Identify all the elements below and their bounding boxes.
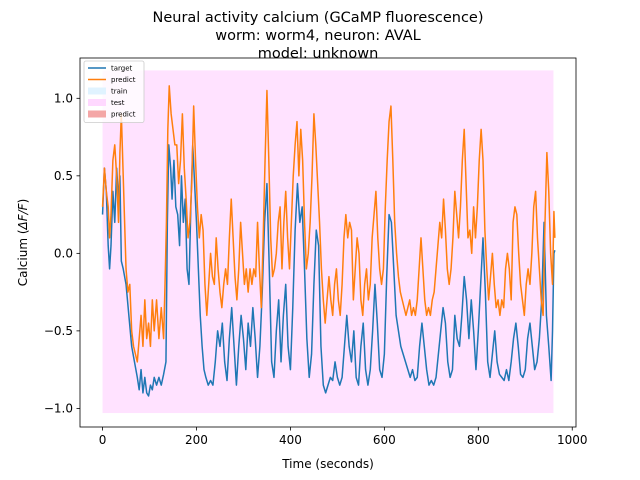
legend-label-target: target (111, 65, 133, 73)
legend-label-test: test (111, 99, 125, 107)
y-tick-label: 0.0 (54, 246, 73, 260)
test-region (102, 70, 554, 414)
series-predict-line (101, 85, 556, 363)
x-tick-label: 200 (185, 433, 208, 447)
y-tick-label: 1.0 (54, 91, 73, 105)
legend-swatch-test (88, 99, 106, 106)
x-tick-label: 800 (467, 433, 490, 447)
series-target-line (101, 144, 556, 397)
title-line-1: worm: worm4, neuron: AVAL (215, 28, 421, 44)
y-tick-label: 0.5 (54, 169, 73, 183)
x-axis: 0 200 400 600 800 1000 (99, 427, 588, 447)
x-axis-label: Time (seconds) (281, 457, 374, 471)
x-tick-label: 600 (373, 433, 396, 447)
y-axis: −1.0 −0.5 0.0 0.5 1.0 (44, 91, 80, 415)
x-tick-label: 0 (99, 433, 107, 447)
legend-label-predict: predict (111, 76, 136, 84)
series-layer (101, 85, 556, 397)
y-label-prefix: Calcium ( (16, 229, 30, 286)
y-tick-label: −0.5 (44, 324, 73, 338)
y-tick-label: −1.0 (44, 401, 73, 415)
axes-frame (79, 57, 577, 428)
legend-swatch-train (88, 87, 106, 95)
y-label-math: ΔF/F (16, 202, 30, 230)
legend-label-predict: predict (111, 111, 136, 119)
legend-label-train: train (111, 88, 127, 96)
y-axis-label: Calcium (ΔF/F) (16, 199, 30, 287)
legend: target predict train test predict (83, 60, 145, 123)
x-tick-label: 400 (279, 433, 302, 447)
legend-box (83, 60, 145, 123)
region-layer (102, 70, 554, 414)
y-label-suffix: ) (16, 199, 30, 204)
x-tick-label: 1000 (557, 433, 588, 447)
legend-swatch-predict (88, 110, 106, 118)
title-line-0: Neural activity calcium (GCaMP fluoresce… (152, 10, 483, 26)
